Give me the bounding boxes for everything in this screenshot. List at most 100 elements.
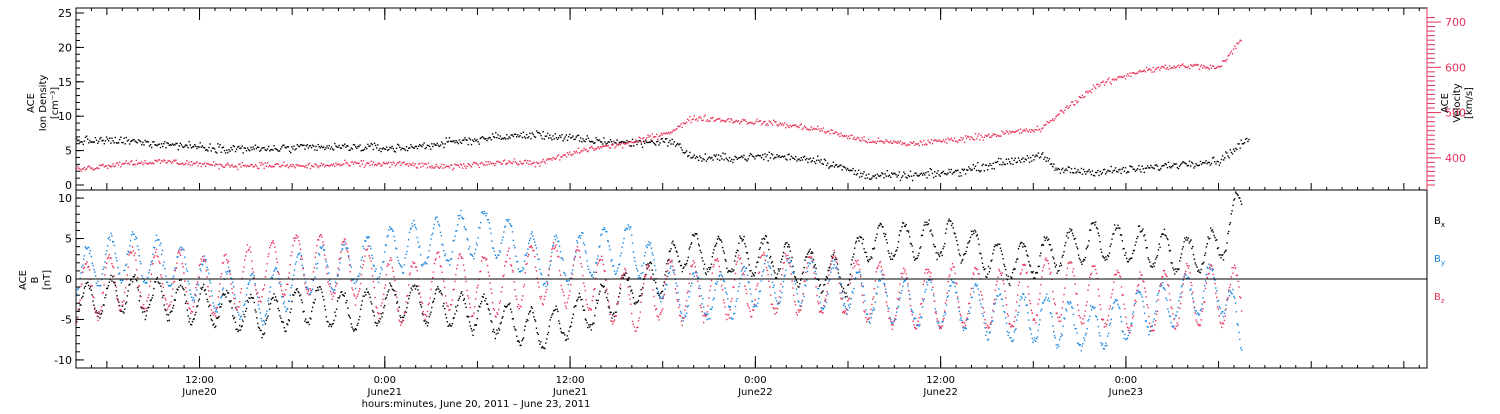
bx-point bbox=[745, 252, 748, 254]
velocity-point bbox=[270, 165, 272, 168]
velocity-point bbox=[1057, 114, 1059, 116]
by-point bbox=[558, 245, 561, 247]
bz-point bbox=[150, 273, 152, 275]
velocity-point bbox=[550, 157, 552, 160]
velocity-point bbox=[246, 164, 249, 167]
density-point bbox=[584, 140, 586, 143]
by-point bbox=[741, 274, 743, 276]
bx-point bbox=[927, 223, 930, 225]
bz-point bbox=[190, 312, 192, 314]
by-point bbox=[227, 270, 229, 273]
bx-point bbox=[425, 322, 427, 325]
density-point bbox=[1013, 159, 1015, 162]
bz-point bbox=[188, 307, 190, 309]
by-point bbox=[309, 293, 311, 296]
velocity-point bbox=[612, 144, 614, 146]
by-point bbox=[673, 271, 675, 274]
density-point bbox=[406, 149, 409, 152]
by-point bbox=[370, 247, 372, 250]
velocity-point bbox=[1071, 101, 1074, 103]
bx-point bbox=[1154, 262, 1156, 264]
bx-point bbox=[480, 300, 483, 303]
by-point bbox=[1084, 334, 1087, 336]
by-point bbox=[391, 229, 394, 231]
velocity-point bbox=[639, 137, 641, 139]
bx-point bbox=[661, 290, 664, 292]
bx-point bbox=[506, 305, 508, 307]
by-point bbox=[1087, 320, 1089, 322]
velocity-point bbox=[569, 151, 571, 153]
density-point bbox=[379, 147, 381, 150]
bz-point bbox=[139, 291, 141, 294]
density-point bbox=[1000, 158, 1002, 160]
velocity-point bbox=[141, 161, 143, 163]
series-bx bbox=[76, 191, 1243, 350]
by-point bbox=[919, 323, 921, 326]
velocity-point bbox=[750, 122, 753, 124]
bz-point bbox=[184, 280, 186, 282]
velocity-point bbox=[993, 134, 995, 136]
velocity-point bbox=[1060, 109, 1063, 112]
bz-point bbox=[91, 285, 93, 287]
velocity-point bbox=[1120, 75, 1122, 78]
density-point bbox=[385, 146, 388, 148]
velocity-point bbox=[135, 159, 137, 162]
density-point bbox=[136, 142, 139, 144]
velocity-point bbox=[883, 142, 885, 145]
velocity-point bbox=[875, 142, 877, 144]
by-point bbox=[387, 234, 389, 237]
velocity-point bbox=[340, 164, 343, 166]
density-point bbox=[446, 141, 448, 143]
velocity-point bbox=[238, 163, 240, 165]
density-point bbox=[431, 143, 433, 145]
velocity-point bbox=[222, 166, 225, 168]
by-point bbox=[861, 285, 864, 287]
bx-point bbox=[426, 321, 428, 323]
bx-point bbox=[219, 306, 221, 308]
velocity-point bbox=[609, 147, 612, 149]
density-point bbox=[490, 139, 493, 141]
density-point bbox=[1006, 162, 1009, 165]
bx-point bbox=[315, 290, 317, 292]
velocity-point bbox=[1103, 84, 1106, 86]
bx-point bbox=[961, 260, 963, 262]
density-point bbox=[1048, 158, 1051, 160]
velocity-point bbox=[173, 159, 175, 161]
bz-point bbox=[198, 264, 201, 267]
velocity-point bbox=[859, 139, 861, 141]
by-point bbox=[346, 247, 348, 249]
velocity-point bbox=[1009, 130, 1011, 133]
velocity-point bbox=[583, 147, 585, 150]
velocity-point bbox=[370, 160, 372, 163]
by-point bbox=[174, 267, 176, 270]
bx-point bbox=[105, 294, 107, 296]
density-point bbox=[623, 141, 625, 143]
by-point bbox=[124, 264, 127, 267]
density-point bbox=[956, 170, 958, 172]
by-point bbox=[625, 229, 627, 231]
bx-point bbox=[525, 321, 527, 323]
velocity-point bbox=[578, 152, 581, 154]
density-point bbox=[935, 175, 937, 177]
by-point bbox=[953, 282, 955, 284]
by-point bbox=[866, 313, 868, 315]
bx-point bbox=[240, 326, 243, 328]
density-point bbox=[819, 161, 821, 163]
velocity-point bbox=[613, 141, 615, 143]
bx-point bbox=[1237, 194, 1239, 196]
by-point bbox=[609, 248, 611, 251]
bx-point bbox=[861, 242, 864, 245]
bx-point bbox=[1216, 239, 1218, 241]
bx-point bbox=[389, 282, 391, 284]
density-point bbox=[103, 143, 105, 145]
velocity-point bbox=[133, 163, 135, 166]
velocity-point bbox=[821, 129, 823, 132]
bx-point bbox=[1085, 248, 1087, 250]
velocity-point bbox=[974, 133, 977, 135]
bx-point bbox=[197, 300, 200, 302]
bx-point bbox=[665, 270, 667, 273]
bx-point bbox=[703, 263, 706, 265]
bx-point bbox=[1159, 246, 1161, 249]
by-point bbox=[257, 304, 260, 306]
